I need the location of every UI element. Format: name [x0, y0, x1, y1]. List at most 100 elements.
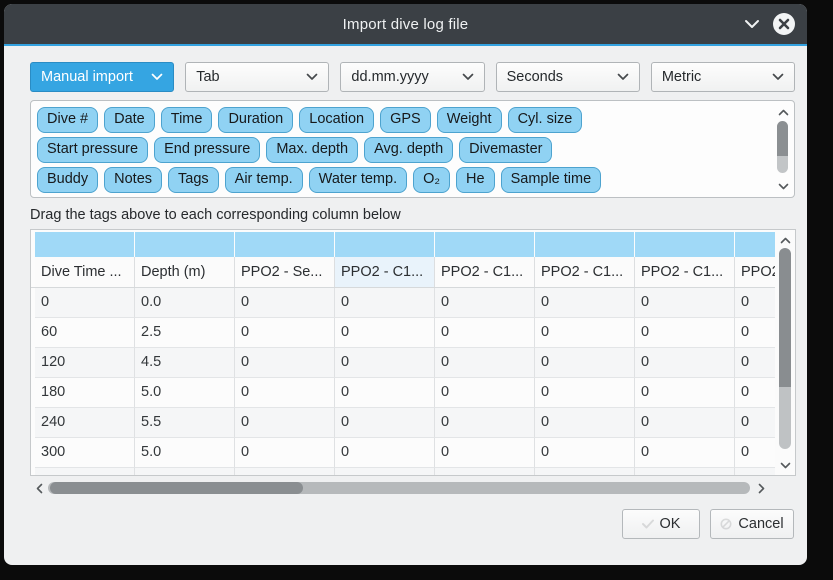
table-cell: 0 [235, 438, 335, 468]
table-scrollbar-vertical[interactable] [775, 230, 795, 475]
cancel-button[interactable]: Cancel [710, 509, 794, 539]
table-cell: 0 [435, 288, 535, 318]
scroll-up-icon[interactable] [774, 105, 792, 119]
drop-target-cell[interactable] [135, 232, 235, 257]
titlebar[interactable]: Import dive log file [4, 4, 807, 46]
chevron-down-icon [462, 73, 473, 80]
scrollbar-thumb[interactable] [50, 482, 303, 494]
units-value: Metric [661, 69, 702, 85]
scroll-up-icon[interactable] [776, 233, 794, 247]
tag-avg-depth[interactable]: Avg. depth [364, 137, 454, 163]
units-select[interactable]: Metric [650, 62, 796, 92]
titlebar-controls [743, 4, 795, 44]
table-cell: 0 [335, 348, 435, 378]
date-format-select[interactable]: dd.mm.yyyy [340, 62, 485, 92]
table-cell: 0 [535, 318, 635, 348]
tag-duration[interactable]: Duration [218, 107, 294, 133]
table-cell: 5.0 [135, 438, 235, 468]
table-cell: 0 [635, 348, 735, 378]
chevron-down-icon [151, 73, 163, 80]
table-cell: 0 [435, 408, 535, 438]
table-row: 300 5.0 0 0 0 0 0 0 [31, 438, 795, 468]
tag-panel-scrollbar[interactable] [774, 103, 792, 195]
column-header: PPO2 - C1... [635, 257, 735, 287]
drop-target-cell[interactable] [435, 232, 535, 257]
dialog-button-row: OK Cancel [30, 509, 795, 539]
table-cell: 0 [535, 348, 635, 378]
tag-sample-time[interactable]: Sample time [500, 167, 602, 193]
tag-divemaster[interactable]: Divemaster [459, 137, 553, 163]
drop-target-cell[interactable] [335, 232, 435, 257]
table-cell: 0 [535, 438, 635, 468]
drag-instruction-label: Drag the tags above to each correspondin… [30, 207, 401, 223]
tag-cyl-size[interactable]: Cyl. size [507, 107, 583, 133]
tag-water-temp[interactable]: Water temp. [308, 167, 408, 193]
scrollbar-thumb[interactable] [779, 248, 791, 449]
tag-gps[interactable]: GPS [380, 107, 431, 133]
scroll-down-icon[interactable] [774, 179, 792, 193]
duration-format-value: Seconds [506, 69, 564, 85]
table-scrollbar-horizontal[interactable] [30, 479, 796, 497]
table-cell: 0 [635, 408, 735, 438]
collapse-button[interactable] [743, 15, 761, 33]
table-cell: 0 [335, 408, 435, 438]
tag-row: Start pressure End pressure Max. depth A… [37, 137, 770, 163]
drop-target-cell[interactable] [235, 232, 335, 257]
table-row: 120 4.5 0 0 0 0 0 0 [31, 348, 795, 378]
tag-max-depth[interactable]: Max. depth [266, 137, 359, 163]
table-row: 240 5.5 0 0 0 0 0 0 [31, 408, 795, 438]
tag-o2[interactable]: O₂ [413, 167, 451, 193]
tag-notes[interactable]: Notes [104, 167, 163, 193]
scrollbar-track[interactable] [48, 482, 750, 494]
duration-format-select[interactable]: Seconds [495, 62, 640, 92]
table-cell: 180 [35, 378, 135, 408]
scroll-left-icon[interactable] [32, 479, 46, 497]
close-button[interactable] [773, 13, 795, 35]
tag-row-clipped: Sample depth Sample temperature Sample p… [37, 197, 770, 198]
scroll-down-icon[interactable] [776, 458, 794, 472]
table-cell: 4.5 [135, 348, 235, 378]
tag-location[interactable]: Location [299, 107, 375, 133]
ok-button[interactable]: OK [622, 509, 700, 539]
field-separator-select[interactable]: Tab [185, 62, 330, 92]
import-settings-row: Manual import Tab dd.mm.yyyy Seconds Met… [30, 62, 796, 92]
tag-tags[interactable]: Tags [168, 167, 219, 193]
scrollbar-thumb[interactable] [777, 121, 788, 173]
tag-weight[interactable]: Weight [436, 107, 502, 133]
tag-sample-po2[interactable]: Sample pO₂ [310, 197, 408, 198]
table-cell: 240 [35, 408, 135, 438]
chevron-down-icon [307, 73, 318, 80]
table-cell: 0 [235, 288, 335, 318]
tag-time[interactable]: Time [160, 107, 213, 133]
column-header: PPO2 - C1... [335, 257, 435, 287]
import-mode-select[interactable]: Manual import [30, 62, 175, 92]
table-cell: 0 [535, 408, 635, 438]
table-cell: 0 [635, 318, 735, 348]
chevron-down-icon [617, 73, 629, 80]
column-header: PPO2 - C1... [535, 257, 635, 287]
tag-sample-depth[interactable]: Sample depth [37, 197, 146, 198]
drop-target-cell[interactable] [535, 232, 635, 257]
drop-target-cell[interactable] [35, 232, 135, 257]
tag-buddy[interactable]: Buddy [37, 167, 99, 193]
tag-air-temp[interactable]: Air temp. [224, 167, 303, 193]
tag-sample-cns[interactable]: Sample CNS [414, 197, 518, 198]
field-separator-value: Tab [196, 69, 220, 85]
table-cell: 0 [235, 408, 335, 438]
table-cell: 0 [35, 288, 135, 318]
tag-sample-temperature[interactable]: Sample temperature [152, 197, 303, 198]
table-cell: 0 [235, 378, 335, 408]
table-cell: 0 [235, 348, 335, 378]
table-cell: 300 [35, 438, 135, 468]
column-header: PPO2 - C1... [435, 257, 535, 287]
check-icon [641, 519, 654, 529]
tag-end-pressure[interactable]: End pressure [154, 137, 261, 163]
table-cell: 0 [635, 378, 735, 408]
scroll-right-icon[interactable] [754, 479, 768, 497]
tag-start-pressure[interactable]: Start pressure [37, 137, 149, 163]
drop-target-cell[interactable] [635, 232, 735, 257]
tag-dive-number[interactable]: Dive # [37, 107, 99, 133]
tag-date[interactable]: Date [104, 107, 155, 133]
tag-he[interactable]: He [456, 167, 495, 193]
table-cell: 120 [35, 348, 135, 378]
